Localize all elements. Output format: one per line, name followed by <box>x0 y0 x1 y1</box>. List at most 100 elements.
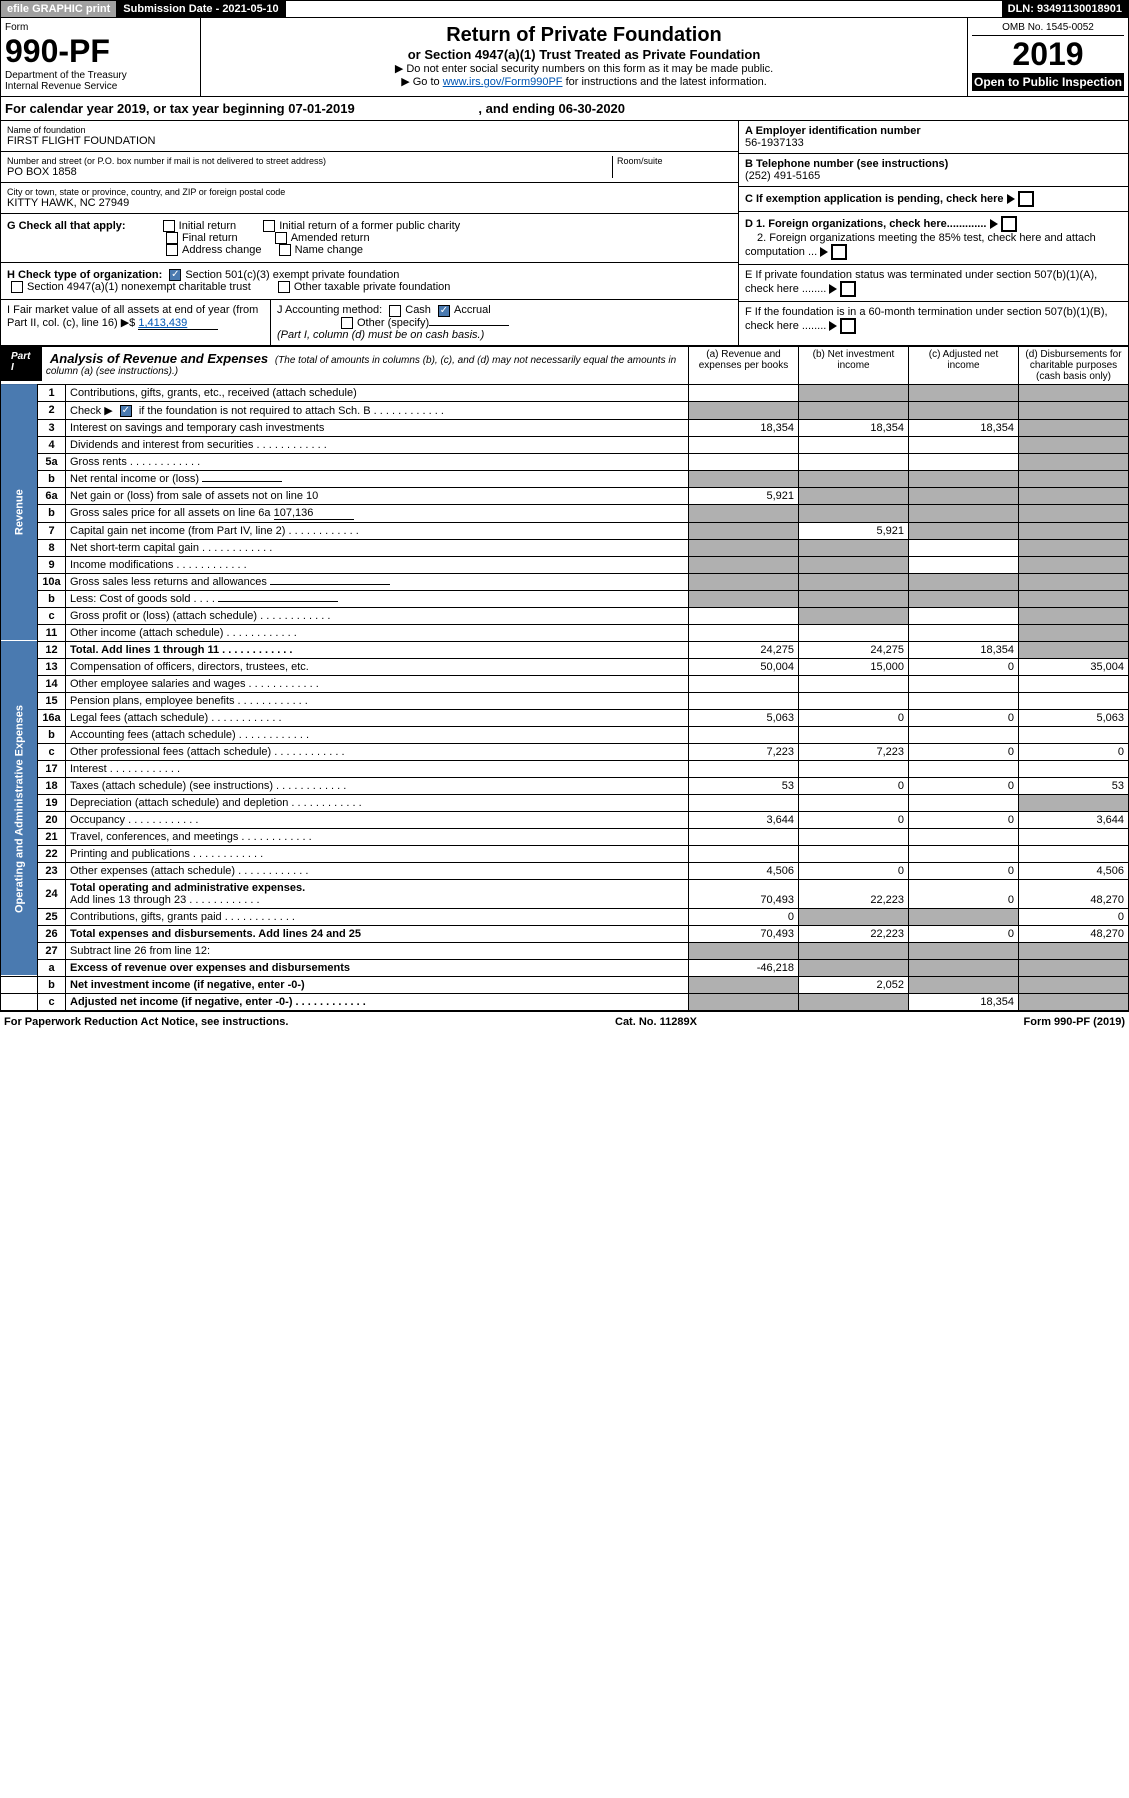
ein-value: 56-1937133 <box>745 137 804 149</box>
table-row: 26Total expenses and disbursements. Add … <box>1 925 1129 942</box>
line-2-desc: Check ▶ if the foundation is not require… <box>66 401 689 419</box>
calendar-year-row: For calendar year 2019, or tax year begi… <box>0 97 1129 121</box>
form990pf-link[interactable]: www.irs.gov/Form990PF <box>443 76 563 88</box>
dept-treasury: Department of the Treasury <box>5 70 196 81</box>
line-26-b: 22,223 <box>799 925 909 942</box>
d2-checkbox[interactable] <box>831 244 847 260</box>
cat-number: Cat. No. 11289X <box>615 1016 697 1028</box>
d1-checkbox[interactable] <box>1001 216 1017 232</box>
cal-year-end: , and ending 06-30-2020 <box>478 101 625 116</box>
amended-return-checkbox[interactable] <box>275 232 287 244</box>
address-change-checkbox[interactable] <box>166 244 178 256</box>
part-i-table: Part I Analysis of Revenue and Expenses … <box>0 346 1129 1011</box>
table-row: 7Capital gain net income (from Part IV, … <box>1 522 1129 539</box>
c-pending-checkbox[interactable] <box>1018 191 1034 207</box>
final-return-label: Final return <box>182 232 238 244</box>
line-20-desc: Occupancy <box>66 811 689 828</box>
sch-b-checkbox[interactable] <box>120 405 132 417</box>
cash-checkbox[interactable] <box>389 305 401 317</box>
table-row: 4Dividends and interest from securities <box>1 436 1129 453</box>
arrow-icon <box>1007 194 1015 204</box>
part-i-label: Part I <box>1 347 42 381</box>
table-row: 24Total operating and administrative exp… <box>1 879 1129 908</box>
irs-label: Internal Revenue Service <box>5 81 196 92</box>
final-return-checkbox[interactable] <box>166 232 178 244</box>
c-pending-label: C If exemption application is pending, c… <box>745 193 1004 205</box>
h-label: H Check type of organization: <box>7 269 162 281</box>
table-row: aExcess of revenue over expenses and dis… <box>1 959 1129 976</box>
phone-label: B Telephone number (see instructions) <box>745 158 948 170</box>
table-row: 19Depreciation (attach schedule) and dep… <box>1 794 1129 811</box>
line-16a-b: 0 <box>799 709 909 726</box>
other-taxable-label: Other taxable private foundation <box>294 281 451 293</box>
table-row: bNet rental income or (loss) <box>1 470 1129 487</box>
line-24-desc: Total operating and administrative expen… <box>66 879 689 908</box>
form-version: Form 990-PF (2019) <box>1024 1016 1125 1028</box>
line-26-d: 48,270 <box>1019 925 1129 942</box>
col-a-header: (a) Revenue and expenses per books <box>689 346 799 384</box>
line-26-a: 70,493 <box>689 925 799 942</box>
tax-year: 2019 <box>972 36 1124 73</box>
form-label: Form <box>5 22 196 33</box>
line-18-d: 53 <box>1019 777 1129 794</box>
line-6a-a: 5,921 <box>689 487 799 504</box>
name-change-label: Name change <box>295 244 364 256</box>
dln: DLN: 93491130018901 <box>1002 1 1128 17</box>
table-row: 25Contributions, gifts, grants paid 00 <box>1 908 1129 925</box>
table-row: 3Interest on savings and temporary cash … <box>1 419 1129 436</box>
name-change-checkbox[interactable] <box>279 244 291 256</box>
line-23-a: 4,506 <box>689 862 799 879</box>
line-24-c: 0 <box>909 879 1019 908</box>
cash-basis-note: (Part I, column (d) must be on cash basi… <box>277 329 484 341</box>
initial-former-label: Initial return of a former public charit… <box>279 220 460 232</box>
line-9-desc: Income modifications <box>66 556 689 573</box>
table-row: cOther professional fees (attach schedul… <box>1 743 1129 760</box>
line-25-d: 0 <box>1019 908 1129 925</box>
table-row: 17Interest <box>1 760 1129 777</box>
line-26-c: 0 <box>909 925 1019 942</box>
line-7-desc: Capital gain net income (from Part IV, l… <box>66 522 689 539</box>
4947a1-checkbox[interactable] <box>11 281 23 293</box>
line-27b-desc: Net investment income (if negative, ente… <box>66 976 689 993</box>
line-20-d: 3,644 <box>1019 811 1129 828</box>
table-row: 10aGross sales less returns and allowanc… <box>1 573 1129 590</box>
line-5a-desc: Gross rents <box>66 453 689 470</box>
line-12-c: 18,354 <box>909 641 1019 658</box>
501c3-checkbox[interactable] <box>169 269 181 281</box>
page-title: Return of Private Foundation <box>207 24 961 47</box>
table-row: bLess: Cost of goods sold . . . . <box>1 590 1129 607</box>
table-row: 9Income modifications <box>1 556 1129 573</box>
line-27-desc: Subtract line 26 from line 12: <box>66 942 689 959</box>
d2-label: 2. Foreign organizations meeting the 85%… <box>745 232 1096 258</box>
g-label: G Check all that apply: <box>7 220 126 232</box>
table-row: Operating and Administrative Expenses 12… <box>1 641 1129 658</box>
line-10a-desc: Gross sales less returns and allowances <box>66 573 689 590</box>
other-taxable-checkbox[interactable] <box>278 281 290 293</box>
opex-side-label: Operating and Administrative Expenses <box>1 641 38 976</box>
e-checkbox[interactable] <box>840 281 856 297</box>
4947a1-label: Section 4947(a)(1) nonexempt charitable … <box>27 281 251 293</box>
city-label: City or town, state or province, country… <box>7 187 732 197</box>
initial-return-checkbox[interactable] <box>163 220 175 232</box>
f-60month-label: F If the foundation is in a 60-month ter… <box>745 306 1108 332</box>
revenue-side-label: Revenue <box>1 384 38 641</box>
line-3-desc: Interest on savings and temporary cash i… <box>66 419 689 436</box>
phone-value: (252) 491-5165 <box>745 170 820 182</box>
table-row: 15Pension plans, employee benefits <box>1 692 1129 709</box>
fmv-value[interactable]: 1,413,439 <box>138 317 218 330</box>
line-16c-d: 0 <box>1019 743 1129 760</box>
line-19-desc: Depreciation (attach schedule) and deple… <box>66 794 689 811</box>
line-8-desc: Net short-term capital gain <box>66 539 689 556</box>
accrual-checkbox[interactable] <box>438 305 450 317</box>
table-row: 5aGross rents <box>1 453 1129 470</box>
line-14-desc: Other employee salaries and wages <box>66 675 689 692</box>
table-row: 21Travel, conferences, and meetings <box>1 828 1129 845</box>
line-16a-c: 0 <box>909 709 1019 726</box>
form-header: Form 990-PF Department of the Treasury I… <box>0 18 1129 97</box>
initial-former-checkbox[interactable] <box>263 220 275 232</box>
efile-button[interactable]: efile GRAPHIC print <box>1 1 117 17</box>
arrow-icon <box>829 321 837 331</box>
other-method-checkbox[interactable] <box>341 317 353 329</box>
f-checkbox[interactable] <box>840 318 856 334</box>
line-5b-desc: Net rental income or (loss) <box>66 470 689 487</box>
